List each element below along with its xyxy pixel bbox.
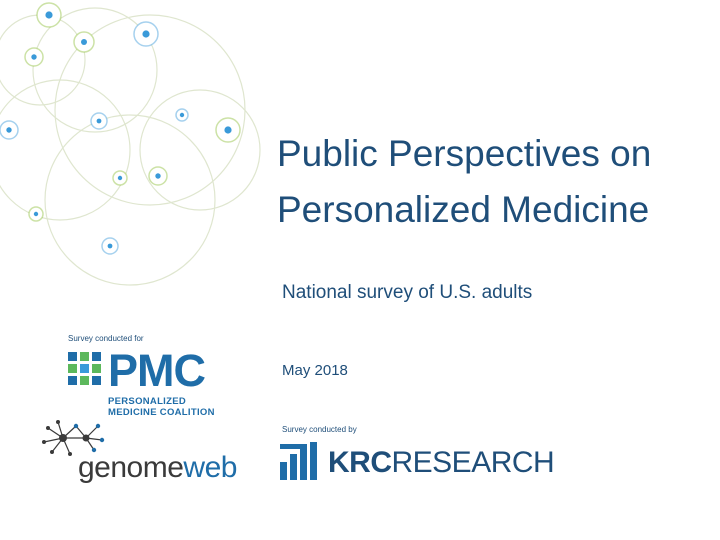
decor-node bbox=[24, 47, 44, 67]
decor-node bbox=[28, 206, 44, 222]
krc-text-part1: KRC bbox=[328, 446, 392, 479]
genomeweb-text-part2: web bbox=[183, 451, 237, 484]
pmc-logo-subtitle-line2: MEDICINE COALITION bbox=[108, 407, 215, 418]
conducted-by-label: Survey conducted by bbox=[282, 425, 357, 434]
decor-node bbox=[0, 120, 19, 140]
decor-node bbox=[90, 112, 108, 130]
decor-node bbox=[148, 166, 168, 186]
pmc-logo-subtitle-line1: PERSONALIZED bbox=[108, 396, 187, 407]
slide-subtitle: National survey of U.S. adults bbox=[282, 282, 533, 303]
decor-node bbox=[112, 170, 128, 186]
decor-node bbox=[73, 31, 95, 53]
decor-ring bbox=[139, 89, 261, 211]
krc-research-logo-text: KRCRESEARCH bbox=[328, 445, 555, 481]
krc-bars-icon bbox=[280, 442, 317, 480]
pmc-logo-mark-icon bbox=[68, 352, 101, 385]
decor-node bbox=[133, 21, 159, 47]
decorative-network-circles bbox=[0, 2, 261, 286]
decor-node bbox=[175, 108, 189, 122]
pmc-logo-text: PMC bbox=[108, 345, 206, 396]
decor-ring bbox=[44, 114, 216, 286]
decor-node bbox=[36, 2, 62, 28]
slide-date: May 2018 bbox=[282, 362, 348, 379]
decor-ring bbox=[32, 7, 158, 133]
conducted-for-label: Survey conducted for bbox=[68, 334, 144, 343]
genomeweb-logo: genomeweb bbox=[38, 418, 238, 490]
pmc-logo: PMC PERSONALIZED MEDICINE COALITION bbox=[68, 345, 233, 420]
decor-ring bbox=[0, 79, 131, 221]
genomeweb-network-icon bbox=[42, 420, 105, 456]
krc-research-logo: KRCRESEARCH bbox=[280, 442, 555, 482]
pmc-logo-subtitle: PERSONALIZED MEDICINE COALITION bbox=[108, 396, 215, 418]
krc-text-part2: RESEARCH bbox=[391, 446, 555, 479]
decor-node bbox=[215, 117, 241, 143]
slide-title: Public Perspectives on Personalized Medi… bbox=[277, 133, 652, 230]
decor-node bbox=[101, 237, 119, 255]
genomeweb-logo-text: genomeweb bbox=[78, 450, 237, 486]
genomeweb-text-part1: genome bbox=[78, 451, 184, 484]
